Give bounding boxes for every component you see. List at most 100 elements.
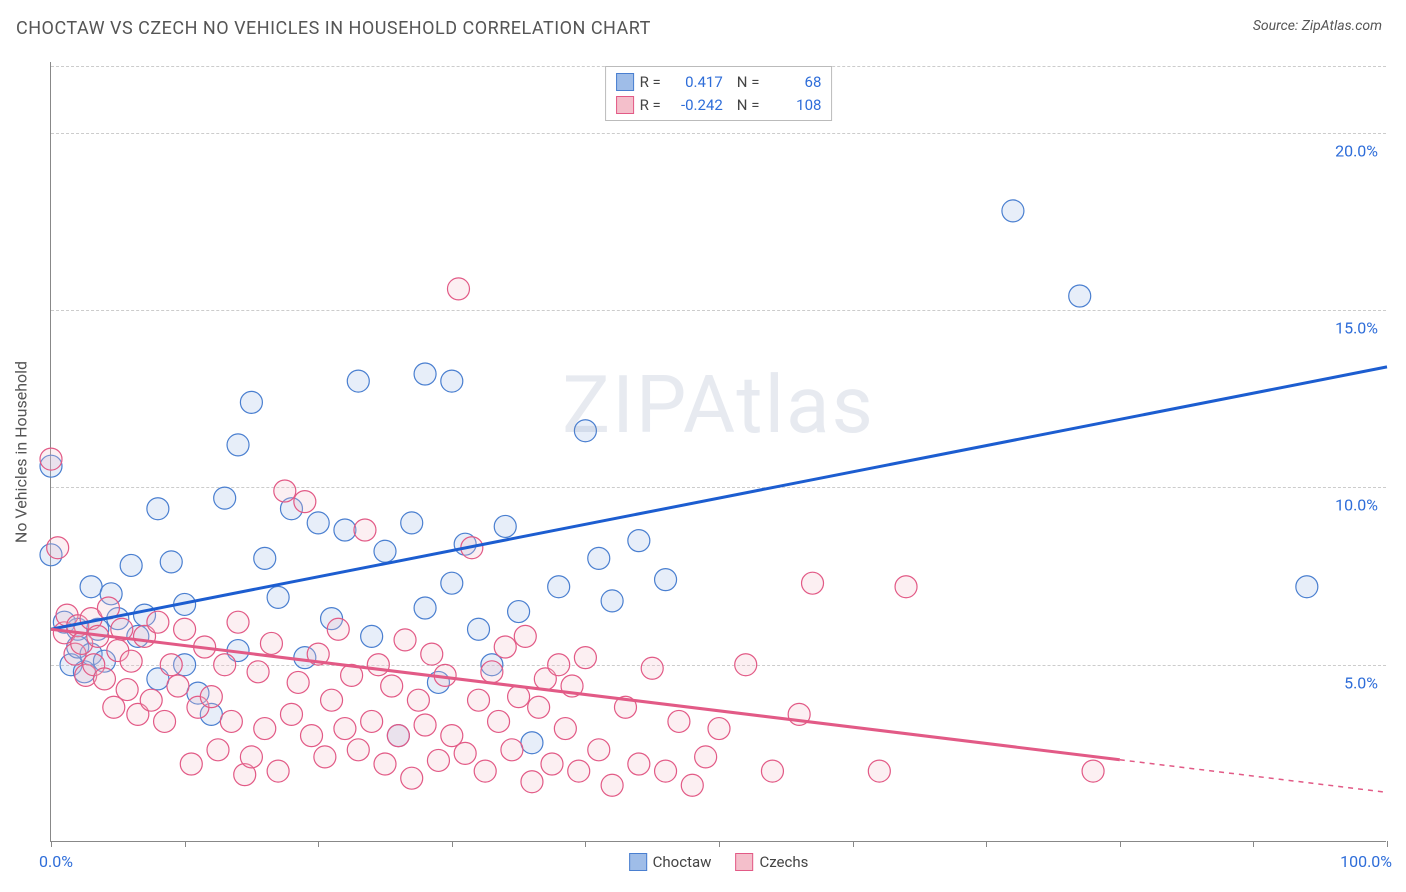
data-point-czechs: [895, 576, 917, 598]
legend-swatch-choctaw: [616, 73, 634, 91]
data-point-czechs: [548, 654, 570, 676]
legend-correlation-box: R = 0.417 N =68R =-0.242N =108: [605, 66, 833, 121]
legend-swatch-czechs: [735, 853, 753, 871]
data-point-choctaw: [508, 601, 530, 623]
data-point-czechs: [387, 725, 409, 747]
data-point-choctaw: [414, 597, 436, 619]
data-point-choctaw: [120, 554, 142, 576]
legend-n-label: N =: [737, 71, 760, 94]
data-point-czechs: [427, 749, 449, 771]
data-point-czechs: [414, 714, 436, 736]
data-point-czechs: [374, 753, 396, 775]
data-point-choctaw: [468, 618, 490, 640]
data-point-czechs: [347, 739, 369, 761]
data-point-czechs: [481, 661, 503, 683]
legend-item-czechs: Czechs: [735, 853, 808, 871]
data-point-choctaw: [401, 512, 423, 534]
data-point-choctaw: [307, 512, 329, 534]
data-point-czechs: [655, 760, 677, 782]
data-point-czechs: [574, 647, 596, 669]
data-point-choctaw: [361, 625, 383, 647]
data-point-choctaw: [441, 370, 463, 392]
source-attribution: Source: ZipAtlas.com: [1253, 18, 1382, 34]
data-point-choctaw: [347, 370, 369, 392]
data-point-czechs: [528, 696, 550, 718]
data-point-czechs: [254, 718, 276, 740]
data-point-czechs: [521, 771, 543, 793]
data-point-czechs: [407, 689, 429, 711]
data-point-czechs: [280, 703, 302, 725]
x-tick: [318, 841, 319, 847]
data-point-czechs: [454, 742, 476, 764]
data-point-choctaw: [267, 586, 289, 608]
data-point-czechs: [554, 718, 576, 740]
data-point-czechs: [802, 572, 824, 594]
chart-canvas: [51, 62, 1386, 841]
data-point-czechs: [394, 629, 416, 651]
legend-label-czechs: Czechs: [759, 853, 808, 871]
legend-r-value-choctaw: 0.417: [667, 71, 723, 94]
data-point-choctaw: [334, 519, 356, 541]
data-point-czechs: [381, 675, 403, 697]
data-point-czechs: [494, 636, 516, 658]
data-point-czechs: [735, 654, 757, 676]
legend-r-label: R =: [640, 71, 661, 94]
data-point-czechs: [468, 689, 490, 711]
data-point-czechs: [568, 760, 590, 782]
data-point-choctaw: [521, 732, 543, 754]
data-point-choctaw: [80, 576, 102, 598]
data-point-czechs: [267, 760, 289, 782]
data-point-czechs: [294, 491, 316, 513]
data-point-czechs: [1082, 760, 1104, 782]
source-prefix: Source:: [1253, 18, 1302, 34]
data-point-choctaw: [1069, 285, 1091, 307]
data-point-czechs: [354, 519, 376, 541]
data-point-choctaw: [160, 551, 182, 573]
x-tick: [51, 841, 52, 847]
data-point-czechs: [334, 718, 356, 740]
data-point-czechs: [501, 739, 523, 761]
data-point-czechs: [214, 654, 236, 676]
legend-row-czechs: R =-0.242N =108: [616, 94, 822, 117]
data-point-czechs: [421, 643, 443, 665]
data-point-czechs: [140, 689, 162, 711]
data-point-czechs: [327, 618, 349, 640]
legend-n-label: N =: [737, 94, 760, 117]
data-point-czechs: [761, 760, 783, 782]
data-point-czechs: [167, 675, 189, 697]
data-point-czechs: [628, 753, 650, 775]
data-point-czechs: [154, 710, 176, 732]
data-point-choctaw: [628, 530, 650, 552]
legend-swatch-choctaw: [629, 853, 647, 871]
legend-row-choctaw: R = 0.417 N =68: [616, 71, 822, 94]
data-point-czechs: [287, 671, 309, 693]
data-point-czechs: [601, 774, 623, 796]
data-point-choctaw: [414, 363, 436, 385]
data-point-czechs: [588, 739, 610, 761]
legend-n-value-choctaw: 68: [765, 71, 821, 94]
legend-r-label: R =: [640, 94, 661, 117]
x-tick: [853, 841, 854, 847]
x-tick: [986, 841, 987, 847]
data-point-choctaw: [147, 498, 169, 520]
data-point-czechs: [220, 710, 242, 732]
data-point-czechs: [367, 654, 389, 676]
data-point-czechs: [120, 650, 142, 672]
data-point-czechs: [447, 278, 469, 300]
source-name: ZipAtlas.com: [1302, 18, 1382, 34]
data-point-czechs: [147, 611, 169, 633]
chart-title: CHOCTAW VS CZECH NO VEHICLES IN HOUSEHOL…: [16, 18, 651, 39]
x-axis-min-label: 0.0%: [39, 852, 73, 871]
data-point-czechs: [174, 618, 196, 640]
data-point-czechs: [247, 661, 269, 683]
data-point-czechs: [227, 611, 249, 633]
data-point-choctaw: [574, 420, 596, 442]
legend-n-value-czechs: 108: [765, 94, 821, 117]
data-point-czechs: [260, 632, 282, 654]
data-point-czechs: [200, 686, 222, 708]
x-tick: [452, 841, 453, 847]
data-point-choctaw: [214, 487, 236, 509]
x-tick: [1253, 841, 1254, 847]
data-point-czechs: [514, 625, 536, 647]
data-point-choctaw: [1296, 576, 1318, 598]
